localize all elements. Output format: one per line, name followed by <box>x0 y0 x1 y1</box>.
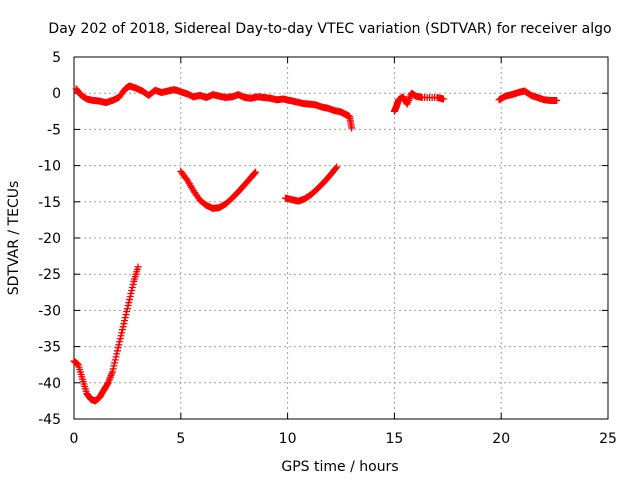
data-point <box>113 350 121 358</box>
data-point <box>113 347 121 355</box>
y-tick-label: -10 <box>38 159 61 175</box>
data-point <box>121 317 129 325</box>
chart-title: Day 202 of 2018, Sidereal Day-to-day VTE… <box>48 21 611 37</box>
y-tick-label: 5 <box>52 50 61 66</box>
x-tick-label: 5 <box>176 431 185 447</box>
data-point <box>119 323 127 331</box>
data-point <box>109 365 117 373</box>
data-point <box>111 359 119 367</box>
data-point <box>348 124 356 132</box>
data-point <box>118 326 126 334</box>
x-tick-label: 20 <box>492 431 510 447</box>
data-point <box>332 164 340 172</box>
y-tick-label: -45 <box>38 412 61 428</box>
data-point <box>110 362 118 370</box>
data-point <box>116 338 124 346</box>
data-point <box>251 169 259 177</box>
data-point <box>117 332 125 340</box>
data-point <box>440 95 448 103</box>
series-group <box>177 167 260 212</box>
data-point <box>134 263 142 271</box>
series-group <box>70 263 142 405</box>
x-tick-label: 10 <box>279 431 297 447</box>
data-point <box>553 96 561 104</box>
data-point <box>124 302 132 310</box>
data-point <box>125 299 133 307</box>
x-tick-label: 25 <box>599 431 617 447</box>
y-tick-label: 0 <box>52 86 61 102</box>
y-tick-label: -5 <box>47 122 61 138</box>
data-point <box>123 305 131 313</box>
data-point <box>252 168 260 176</box>
data-point <box>120 320 128 328</box>
data-point <box>115 341 123 349</box>
data-point <box>111 356 119 364</box>
series-group <box>281 163 341 205</box>
data-markers <box>70 82 561 405</box>
series-group <box>72 82 561 132</box>
data-point <box>333 163 341 171</box>
x-axis-label: GPS time / hours <box>281 459 398 475</box>
data-point <box>123 308 131 316</box>
data-point <box>103 380 111 388</box>
data-point <box>126 296 134 304</box>
data-point <box>127 290 135 298</box>
y-tick-label: -25 <box>38 267 61 283</box>
data-point <box>116 335 124 343</box>
data-point <box>128 286 136 294</box>
data-point <box>112 353 120 361</box>
data-point <box>121 314 129 322</box>
y-tick-label: -20 <box>38 231 61 247</box>
data-point <box>118 329 126 337</box>
data-point <box>129 280 137 288</box>
y-tick-label: -15 <box>38 195 61 211</box>
y-tick-label: -30 <box>38 303 61 319</box>
x-tick-label: 15 <box>385 431 403 447</box>
data-point <box>114 344 122 352</box>
axis-ticks: 0 5 10 15 20 25 5 0 -5 -10 -15 -20 -25 -30 -35 -40 -45 <box>38 50 617 447</box>
x-tick-label: 0 <box>70 431 79 447</box>
y-tick-label: -35 <box>38 340 61 356</box>
y-axis-label: SDTVAR / TECUs <box>6 181 22 296</box>
data-point <box>108 368 116 376</box>
data-point <box>128 283 136 291</box>
y-tick-label: -40 <box>38 376 61 392</box>
data-point <box>122 311 130 319</box>
data-point <box>126 293 134 301</box>
